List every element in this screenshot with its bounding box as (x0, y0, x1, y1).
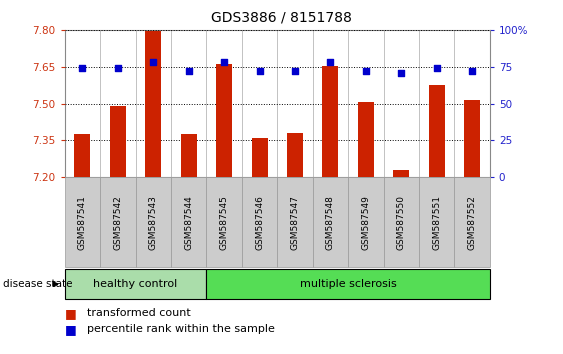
Bar (252, 138, 267, 177)
Text: GSM587544: GSM587544 (184, 195, 193, 250)
Bar (383, 177, 419, 267)
Text: percentile rank within the sample: percentile rank within the sample (87, 324, 275, 334)
Bar (207, 177, 242, 267)
Bar (216, 64, 232, 177)
Point (397, 70, 406, 75)
Point (361, 68, 370, 74)
Text: GSM587552: GSM587552 (468, 195, 477, 250)
Bar (464, 100, 480, 177)
Bar (181, 134, 196, 177)
Text: GSM587542: GSM587542 (113, 195, 122, 250)
Point (255, 68, 264, 74)
Text: GSM587550: GSM587550 (397, 195, 406, 250)
Bar (394, 170, 409, 177)
Text: GSM587541: GSM587541 (78, 195, 87, 250)
Bar (207, 269, 490, 299)
Bar (419, 177, 454, 267)
Bar (74, 134, 91, 177)
Point (184, 68, 193, 74)
Bar (242, 177, 277, 267)
Bar (358, 102, 374, 177)
Text: GSM587551: GSM587551 (432, 195, 441, 250)
Text: GSM587545: GSM587545 (220, 195, 229, 250)
Point (468, 68, 477, 74)
Text: multiple sclerosis: multiple sclerosis (300, 279, 396, 289)
Text: GSM587543: GSM587543 (149, 195, 158, 250)
Point (149, 59, 158, 65)
Text: GSM587549: GSM587549 (361, 195, 370, 250)
Bar (312, 177, 348, 267)
Bar (287, 133, 303, 177)
Text: transformed count: transformed count (87, 308, 191, 318)
Point (432, 65, 441, 71)
Bar (65, 269, 207, 299)
Bar (65, 177, 100, 267)
Point (220, 59, 229, 65)
Text: GSM587546: GSM587546 (255, 195, 264, 250)
Text: healthy control: healthy control (93, 279, 178, 289)
Bar (145, 31, 161, 177)
Bar (171, 177, 207, 267)
Point (326, 59, 335, 65)
Bar (454, 177, 490, 267)
Bar (136, 177, 171, 267)
Text: GSM587548: GSM587548 (326, 195, 335, 250)
Text: ■: ■ (65, 323, 77, 336)
Point (78, 65, 87, 71)
Bar (323, 65, 338, 177)
Point (291, 68, 300, 74)
Bar (278, 177, 312, 267)
Bar (100, 177, 136, 267)
Text: GDS3886 / 8151788: GDS3886 / 8151788 (211, 11, 352, 25)
Bar (348, 177, 383, 267)
Bar (428, 85, 445, 177)
Bar (110, 106, 126, 177)
Text: ■: ■ (65, 307, 77, 320)
Point (113, 65, 122, 71)
Text: GSM587547: GSM587547 (291, 195, 300, 250)
Text: disease state: disease state (3, 279, 72, 289)
